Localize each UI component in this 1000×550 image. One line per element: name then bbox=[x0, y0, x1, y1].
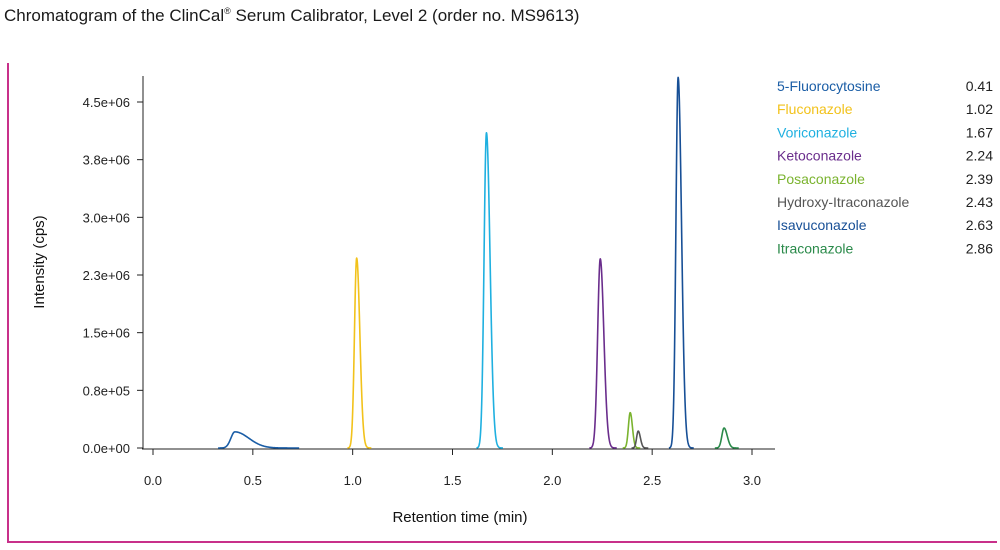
x-ticks: 0.0 0.5 1.0 1.5 2.0 2.5 3.0 bbox=[144, 449, 761, 488]
legend-label-voriconazole: Voriconazole bbox=[777, 124, 857, 140]
registered-mark: ® bbox=[224, 6, 231, 16]
trace-posaconazole bbox=[621, 411, 641, 449]
legend-label-hydroxy-itraconazole: Hydroxy-Itraconazole bbox=[777, 194, 909, 210]
legend-value-itraconazole: 2.86 bbox=[966, 240, 993, 256]
legend-label-5-fluorocytosine: 5-Fluorocytosine bbox=[777, 78, 881, 94]
y-tick-label: 0.0e+00 bbox=[83, 441, 130, 456]
trace-itraconazole bbox=[714, 427, 740, 449]
traces bbox=[217, 76, 740, 449]
legend-value-voriconazole: 1.67 bbox=[966, 124, 993, 140]
trace-isavuconazole bbox=[668, 76, 695, 449]
x-tick-label: 0.0 bbox=[144, 473, 162, 488]
y-tick-label: 4.5e+06 bbox=[83, 95, 130, 110]
frame-left-border bbox=[7, 63, 9, 543]
x-tick-label: 0.5 bbox=[244, 473, 262, 488]
y-ticks: 0.0e+00 0.8e+05 1.5e+06 2.3e+06 3.0e+06 3.8e+… bbox=[83, 95, 143, 456]
legend-label-ketoconazole: Ketoconazole bbox=[777, 148, 862, 164]
trace-hydroxy-itraconazole bbox=[630, 430, 649, 449]
x-tick-label: 2.0 bbox=[543, 473, 561, 488]
x-axis-title: Retention time (min) bbox=[392, 509, 527, 526]
legend-label-posaconazole: Posaconazole bbox=[777, 171, 865, 187]
trace-voriconazole bbox=[475, 131, 504, 449]
trace-ketoconazole bbox=[588, 258, 618, 449]
chart-title: Chromatogram of the ClinCal® Serum Calib… bbox=[4, 6, 579, 26]
legend-label-itraconazole: Itraconazole bbox=[777, 240, 853, 256]
trace-fluconazole bbox=[346, 257, 372, 449]
legend-label-fluconazole: Fluconazole bbox=[777, 101, 853, 117]
chart-title-rest: Serum Calibrator, Level 2 (order no. MS9… bbox=[230, 6, 580, 25]
legend-value-ketoconazole: 2.24 bbox=[966, 148, 993, 164]
legend-value-hydroxy-itraconazole: 2.43 bbox=[966, 194, 993, 210]
y-tick-label: 3.8e+06 bbox=[83, 153, 130, 168]
legend-value-posaconazole: 2.39 bbox=[966, 171, 993, 187]
x-tick-label: 3.0 bbox=[743, 473, 761, 488]
chart-title-main: Chromatogram of the ClinCal bbox=[4, 6, 225, 25]
legend-value-fluconazole: 1.02 bbox=[966, 101, 993, 117]
x-tick-label: 1.0 bbox=[344, 473, 362, 488]
axes bbox=[142, 76, 775, 450]
frame-bottom-border bbox=[7, 541, 997, 543]
y-axis-title: Intensity (cps) bbox=[31, 215, 48, 308]
legend-value-5-fluorocytosine: 0.41 bbox=[966, 78, 993, 94]
legend-value-isavuconazole: 2.63 bbox=[966, 217, 993, 233]
y-tick-label: 3.0e+06 bbox=[83, 210, 130, 225]
x-tick-label: 1.5 bbox=[443, 473, 461, 488]
legend: 5-Fluorocytosine 0.41 Fluconazole 1.02 Voric… bbox=[777, 78, 993, 256]
legend-label-isavuconazole: Isavuconazole bbox=[777, 217, 867, 233]
x-tick-label: 2.5 bbox=[643, 473, 661, 488]
y-tick-label: 0.8e+05 bbox=[83, 383, 130, 398]
y-tick-label: 2.3e+06 bbox=[83, 268, 130, 283]
trace-5-fluorocytosine bbox=[217, 431, 300, 449]
y-tick-label: 1.5e+06 bbox=[83, 326, 130, 341]
